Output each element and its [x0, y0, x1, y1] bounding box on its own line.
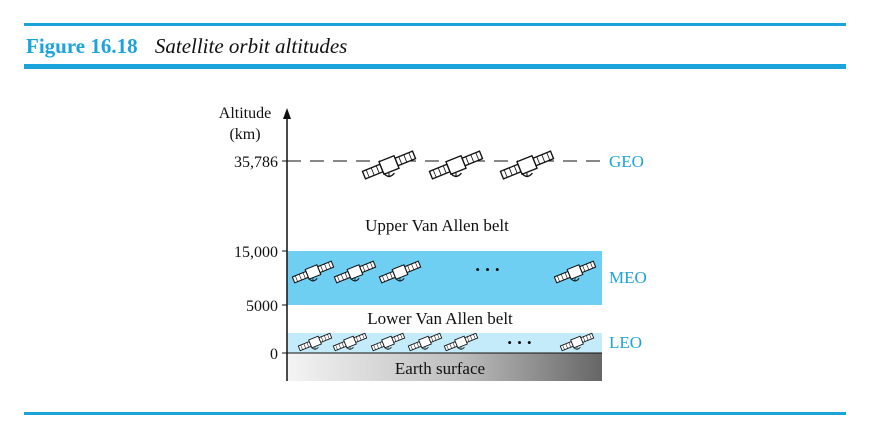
figure-title: Satellite orbit altitudes — [154, 34, 348, 58]
arrow-up-icon — [283, 108, 291, 119]
leo-label: LEO — [609, 333, 642, 352]
axis-label-unit: (km) — [229, 126, 260, 143]
meo-ellipsis: • • • — [475, 262, 500, 277]
caption-rule — [24, 64, 846, 69]
satellite-icon — [360, 147, 418, 183]
earth-surface-bar — [287, 353, 602, 381]
earth-surface-label: Earth surface — [395, 359, 485, 378]
leo-ellipsis: • • • — [507, 335, 532, 350]
satellite-icon — [498, 147, 556, 183]
tick-label-35786: 35,786 — [234, 154, 278, 171]
lower-van-allen-belt-label: Lower Van Allen belt — [367, 309, 513, 328]
axis-label-altitude: Altitude — [219, 105, 271, 122]
leo-band — [287, 333, 602, 353]
bottom-rule — [24, 412, 846, 415]
tick-label-5000: 5000 — [246, 298, 278, 315]
tick-label-15000: 15,000 — [234, 244, 278, 261]
figure-caption: Figure 16.18 Satellite orbit altitudes — [26, 34, 347, 59]
satellite-icon — [427, 147, 485, 183]
meo-label: MEO — [609, 268, 647, 287]
tick-label-0: 0 — [270, 346, 278, 363]
geo-label: GEO — [609, 152, 644, 171]
top-rule — [24, 23, 846, 26]
figure-number: Figure 16.18 — [26, 34, 138, 58]
upper-van-allen-belt-label: Upper Van Allen belt — [365, 216, 509, 235]
